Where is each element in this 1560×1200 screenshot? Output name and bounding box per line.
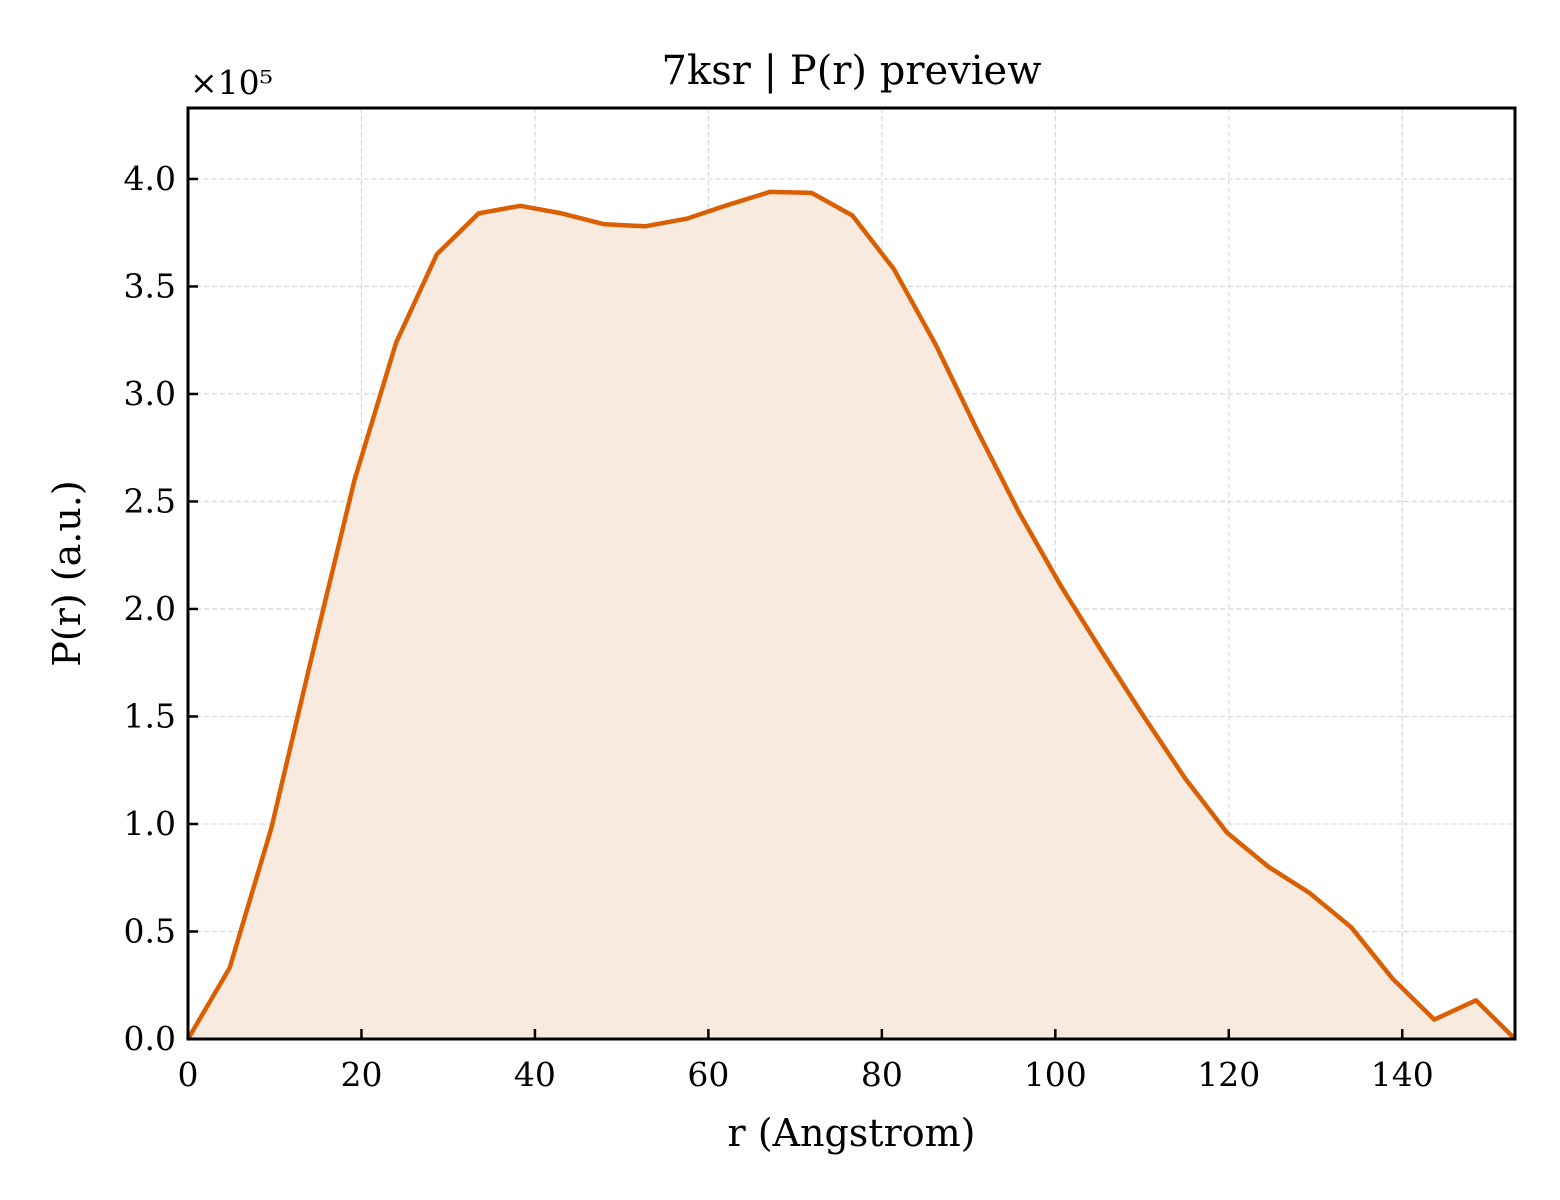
x-tick-label: 0 <box>178 1055 199 1094</box>
y-tick-label: 1.5 <box>124 696 176 735</box>
series-line <box>186 189 1517 1041</box>
plot-frame <box>186 106 1517 1041</box>
x-tick-label: 20 <box>340 1055 382 1094</box>
y-tick-label: 3.5 <box>124 266 176 305</box>
y-axis-label: P(r) (a.u.) <box>45 480 89 666</box>
x-tick-label: 140 <box>1371 1055 1434 1094</box>
y-tick-label: 1.0 <box>124 804 176 843</box>
x-tick-label: 80 <box>861 1055 903 1094</box>
y-tick-label: 2.0 <box>124 589 176 628</box>
chart-title: 7ksr | P(r) preview <box>662 48 1042 94</box>
y-offset-label: ×10⁵ <box>190 63 273 102</box>
tick-labels: 0 20 40 60 80 100 120 140 0.0 0.5 1.0 1.5 2.0 2.5 3.0 3… <box>124 159 1434 1094</box>
x-tick-label: 120 <box>1197 1055 1260 1094</box>
area-fill <box>188 191 1515 1039</box>
ticks <box>186 177 1404 1041</box>
y-tick-label: 0.5 <box>124 911 176 950</box>
x-tick-label: 100 <box>1024 1055 1087 1094</box>
y-tick-label: 4.0 <box>124 159 176 198</box>
x-tick-label: 60 <box>687 1055 729 1094</box>
y-tick-label: 0.0 <box>124 1019 176 1058</box>
y-tick-label: 3.0 <box>124 374 176 413</box>
x-tick-label: 40 <box>514 1055 556 1094</box>
x-axis-label: r (Angstrom) <box>728 1111 976 1155</box>
y-tick-label: 2.5 <box>124 481 176 520</box>
